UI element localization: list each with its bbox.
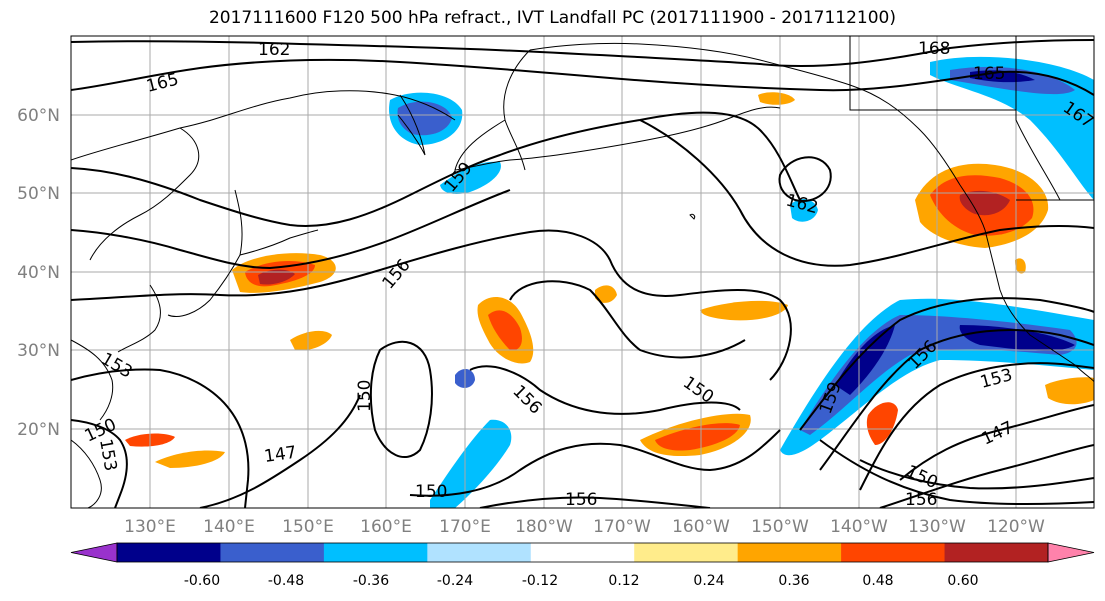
- lon-label: 130°W: [908, 517, 966, 537]
- colorbar: [70, 542, 1095, 563]
- colorbar-frame: [116, 542, 1049, 563]
- colorbar-segment: [841, 543, 946, 562]
- coastlines: [71, 36, 1094, 508]
- colorbar-tick-label: -0.12: [522, 573, 558, 589]
- colorbar-tick-label: -0.24: [437, 573, 473, 589]
- contour-label: 147: [263, 443, 298, 467]
- colorbar-segment: [634, 543, 739, 562]
- refractivity-contours: [71, 39, 1094, 508]
- latitude-labels: 60°N 50°N 40°N 30°N 20°N: [17, 106, 60, 440]
- contour-label: 150: [415, 482, 447, 502]
- colorbar-tick-label: 0.48: [862, 573, 893, 589]
- colorbar-segment: [737, 543, 842, 562]
- contour-label: 168: [918, 39, 950, 59]
- colorbar-tick-label: -0.48: [268, 573, 304, 589]
- lon-label: 180°W: [515, 517, 573, 537]
- colorbar-tick-label: -0.36: [353, 573, 389, 589]
- graticule: [71, 36, 1094, 508]
- lat-label: 50°N: [17, 184, 60, 204]
- colorbar-tick-label: -0.60: [184, 573, 220, 589]
- contour-label: 156: [905, 490, 937, 510]
- colorbar-segment: [117, 543, 221, 562]
- contour-label: 162: [258, 40, 290, 60]
- colorbar-extend-low: [70, 542, 118, 563]
- map-frame: [70, 35, 1095, 509]
- contour-label: 165: [973, 64, 1005, 84]
- lon-label: 160°W: [672, 517, 730, 537]
- colorbar-extend-high: [1047, 542, 1095, 563]
- lon-label: 150°W: [751, 517, 809, 537]
- lat-label: 20°N: [17, 420, 60, 440]
- colorbar-segment: [530, 543, 635, 562]
- lon-label: 170°W: [593, 517, 651, 537]
- lon-label: 120°W: [987, 517, 1045, 537]
- lat-label: 60°N: [17, 106, 60, 126]
- colorbar-tick-label: 0.12: [608, 573, 639, 589]
- lon-label: 130°E: [124, 517, 176, 537]
- longitude-labels: 130°E 140°E 150°E 160°E 170°E 180°W 170°…: [124, 517, 1045, 537]
- colorbar-tick-label: 0.36: [778, 573, 809, 589]
- lon-label: 170°E: [439, 517, 491, 537]
- lat-label: 30°N: [17, 341, 60, 361]
- colorbar-segment: [944, 543, 1049, 562]
- map-title: 2017111600 F120 500 hPa refract., IVT La…: [208, 8, 896, 28]
- lon-label: 140°W: [830, 517, 888, 537]
- colorbar-tick-label: 0.24: [693, 573, 724, 589]
- colorbar-tick-labels: -0.60 -0.48 -0.36 -0.24 -0.12 0.12 0.24 …: [184, 573, 979, 589]
- colorbar-segment: [323, 543, 428, 562]
- contour-label: 150: [355, 380, 375, 412]
- contour-label: 156: [565, 490, 597, 510]
- colorbar-tick-label: 0.60: [947, 573, 978, 589]
- lon-label: 150°E: [282, 517, 334, 537]
- colorbar-segment: [427, 543, 532, 562]
- lat-label: 40°N: [17, 263, 60, 283]
- lon-label: 140°E: [203, 517, 255, 537]
- lon-label: 160°E: [360, 517, 412, 537]
- colorbar-segment: [220, 543, 325, 562]
